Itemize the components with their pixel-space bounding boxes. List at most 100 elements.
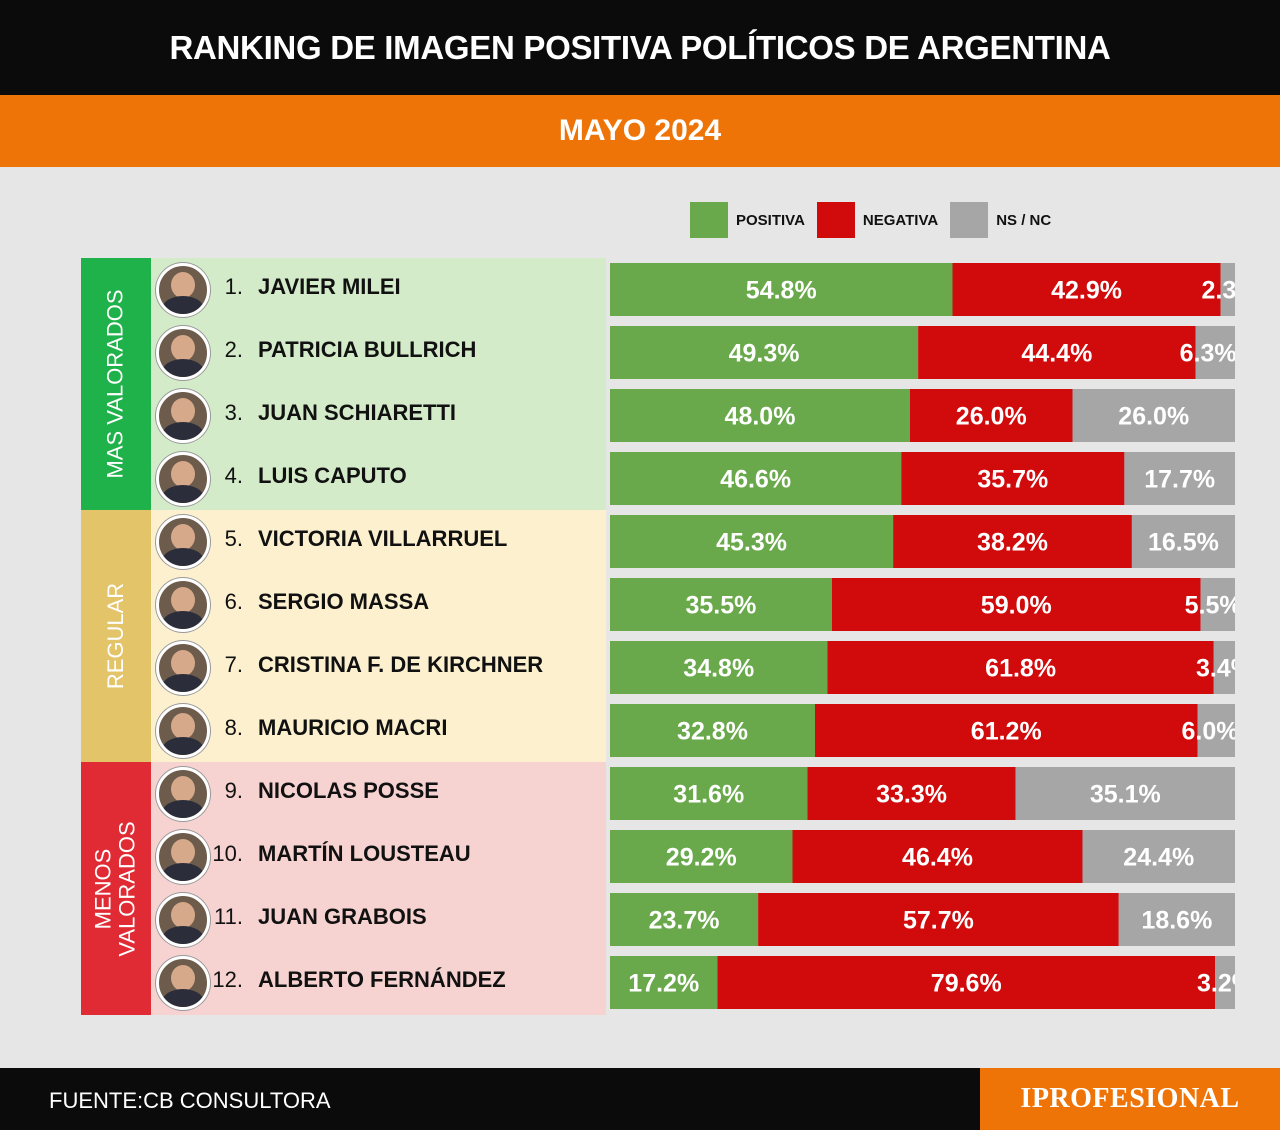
bar-segment-nsnc (1124, 452, 1236, 505)
data-label-negativa: 59.0% (981, 592, 1052, 620)
data-label-positiva: 34.8% (683, 655, 754, 683)
data-label-nsnc: 17.7% (1144, 466, 1215, 494)
footer-brand-bar: IPROFESIONAL (980, 1068, 1280, 1130)
legend-item-positiva: POSITIVA (690, 202, 805, 238)
data-label-positiva: 35.5% (685, 592, 756, 620)
avatar (156, 263, 210, 317)
politician-row: 8. MAURICIO MACRI (151, 699, 606, 762)
avatar (156, 767, 210, 821)
bar-segment-negativa (910, 389, 1073, 442)
data-label-positiva: 45.3% (716, 529, 787, 557)
bar-segment-positiva (610, 641, 828, 694)
politician-name: NICOLAS POSSE (258, 778, 439, 803)
avatar (156, 515, 210, 569)
rank-number: 1. (224, 274, 243, 299)
avatar (156, 704, 210, 758)
data-label-positiva: 31.6% (673, 781, 744, 809)
bar-segment-nsnc (1197, 704, 1235, 757)
politician-row: 9. NICOLAS POSSE (151, 762, 606, 825)
politician-name: JAVIER MILEI (258, 274, 401, 299)
data-label-nsnc: 6.0% (1182, 718, 1239, 746)
bar-segment-positiva (610, 515, 894, 568)
title-bar: RANKING DE IMAGEN POSITIVA POLÍTICOS DE … (0, 0, 1280, 95)
bar-segment-positiva (610, 767, 808, 820)
data-label-nsnc: 3.2% (1197, 970, 1254, 998)
data-label-nsnc: 16.5% (1148, 529, 1219, 557)
bar-segment-positiva (610, 326, 919, 379)
avatar (156, 830, 210, 884)
bar-segment-negativa (758, 893, 1119, 946)
data-label-nsnc: 6.3% (1180, 340, 1237, 368)
bar-segment-nsnc (1118, 893, 1235, 946)
data-label-nsnc: 24.4% (1123, 844, 1194, 872)
data-label-positiva: 32.8% (677, 718, 748, 746)
bar-segment-positiva (610, 389, 910, 442)
data-label-nsnc: 26.0% (1118, 403, 1189, 431)
politician-name: MAURICIO MACRI (258, 715, 448, 740)
source-text: FUENTE:CB CONSULTORA (49, 1088, 331, 1113)
bar-segment-negativa (792, 830, 1083, 883)
politician-name: JUAN GRABOIS (258, 904, 427, 929)
chart-title: RANKING DE IMAGEN POSITIVA POLÍTICOS DE … (169, 28, 1111, 66)
data-label-negativa: 26.0% (956, 403, 1027, 431)
politician-name: PATRICIA BULLRICH (258, 337, 477, 362)
politician-name: SERGIO MASSA (258, 589, 430, 614)
bar-segment-negativa (807, 767, 1016, 820)
bar-segment-positiva (610, 830, 793, 883)
data-label-nsnc: 35.1% (1090, 781, 1161, 809)
avatar (156, 389, 210, 443)
data-label-negativa: 44.4% (1021, 340, 1092, 368)
politician-row: 3. JUAN SCHIARETTI (151, 384, 606, 447)
subtitle-bar: MAYO 2024 (0, 95, 1280, 167)
data-label-negativa: 38.2% (977, 529, 1048, 557)
politician-row: 7. CRISTINA F. DE KIRCHNER (151, 636, 606, 699)
legend-label-positiva: POSITIVA (736, 211, 805, 229)
rank-number: 3. (224, 400, 243, 425)
bar-segment-negativa (901, 452, 1125, 505)
politician-row: 5. VICTORIA VILLARRUEL (151, 510, 606, 573)
bar-segment-negativa (815, 704, 1198, 757)
group-band-mas-valorados: MAS VALORADOS (81, 258, 151, 510)
data-label-negativa: 42.9% (1051, 277, 1122, 305)
data-label-nsnc: 2.3% (1202, 277, 1259, 305)
brand-logo: IPROFESIONAL (1020, 1083, 1240, 1114)
rank-number: 8. (224, 715, 243, 740)
politician-row: 2. PATRICIA BULLRICH (151, 321, 606, 384)
data-label-nsnc: 18.6% (1141, 907, 1212, 935)
bar-segment-nsnc (1200, 578, 1236, 631)
avatar (156, 452, 210, 506)
politician-name: JUAN SCHIARETTI (258, 400, 457, 425)
data-label-negativa: 57.7% (903, 907, 974, 935)
bar-segment-nsnc (1215, 956, 1235, 1009)
group-band-menos-valorados: MENOS VALORADOS (81, 762, 151, 1015)
legend: POSITIVA NEGATIVA NS / NC (690, 201, 1063, 239)
data-label-positiva: 23.7% (649, 907, 720, 935)
group-band-regular: REGULAR (81, 510, 151, 762)
bar-segment-positiva (610, 263, 953, 316)
bar-segment-positiva (610, 578, 832, 631)
bar-segment-nsnc (1131, 515, 1236, 568)
data-label-negativa: 33.3% (876, 781, 947, 809)
avatar (156, 893, 210, 947)
bar-segment-nsnc (1082, 830, 1235, 883)
data-label-positiva: 29.2% (666, 844, 737, 872)
data-label-negativa: 61.8% (985, 655, 1056, 683)
politician-row: 6. SERGIO MASSA (151, 573, 606, 636)
politician-name: MARTÍN LOUSTEAU (258, 841, 471, 866)
data-label-positiva: 49.3% (729, 340, 800, 368)
data-label-positiva: 48.0% (725, 403, 796, 431)
politician-name: LUIS CAPUTO (258, 463, 407, 488)
footer-source-bar: FUENTE:CB CONSULTORA (0, 1068, 980, 1130)
politician-row: 1. JAVIER MILEI (151, 258, 606, 321)
bar-segment-negativa (717, 956, 1215, 1009)
data-label-negativa: 79.6% (931, 970, 1002, 998)
chart-subtitle: MAYO 2024 (558, 114, 722, 147)
politician-row: 12. ALBERTO FERNÁNDEZ (151, 951, 606, 1014)
rank-number: 2. (224, 337, 243, 362)
rank-number: 12. (212, 967, 243, 992)
legend-label-nsnc: NS / NC (996, 211, 1052, 229)
politician-name: VICTORIA VILLARRUEL (258, 526, 508, 551)
group-background-mas-valorados (151, 258, 606, 510)
group-background-regular (151, 510, 606, 762)
